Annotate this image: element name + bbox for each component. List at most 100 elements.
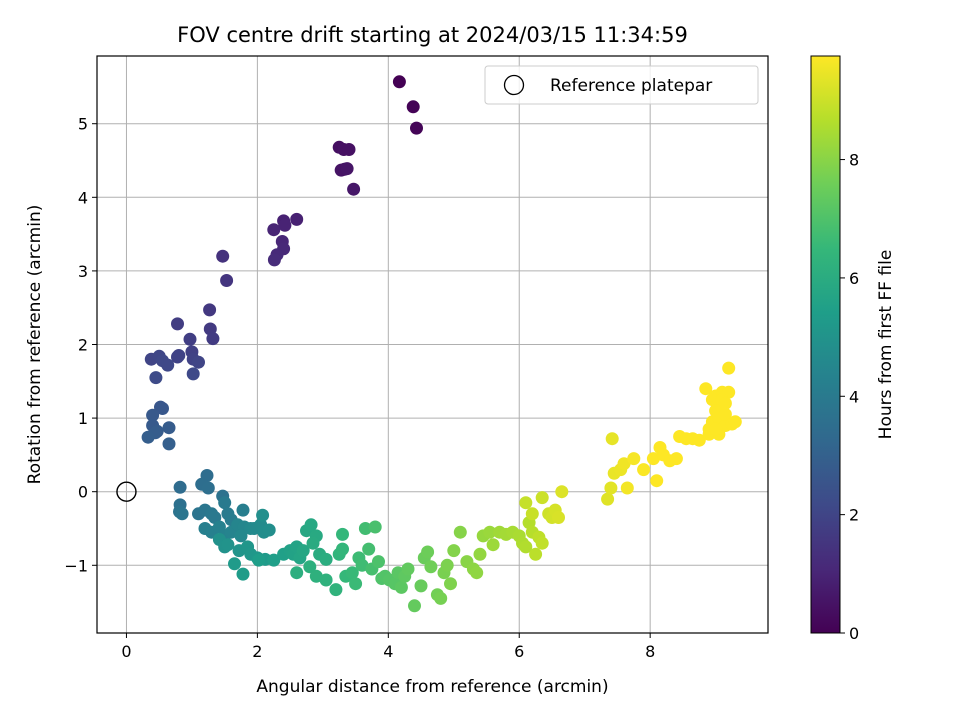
y-tick-label: 3 [78, 262, 88, 281]
data-point [175, 507, 189, 521]
data-point [221, 538, 235, 552]
data-point [718, 407, 732, 421]
data-point [162, 437, 176, 451]
data-point [408, 599, 421, 613]
data-point [552, 511, 565, 524]
data-point [149, 371, 163, 385]
data-point [440, 558, 454, 572]
data-point [290, 212, 304, 226]
data-point [444, 577, 457, 591]
data-point [650, 474, 664, 488]
data-point [529, 547, 543, 561]
data-point [692, 433, 706, 447]
colorbar-tick-label: 8 [849, 151, 859, 170]
x-axis-label: Angular distance from reference (arcmin) [256, 677, 608, 697]
data-point [358, 522, 372, 535]
data-point [206, 332, 220, 346]
y-tick-label: 5 [78, 115, 88, 134]
colorbar-ticks: 0 2 4 6 8 [840, 151, 859, 643]
data-point [309, 569, 323, 583]
data-point [192, 355, 205, 369]
x-tick-label: 8 [645, 642, 655, 661]
data-point [216, 249, 230, 263]
data-point [146, 408, 160, 422]
data-point [372, 555, 385, 569]
data-point [186, 367, 200, 381]
data-point [141, 430, 155, 444]
data-point [410, 121, 423, 135]
data-point [278, 218, 292, 232]
x-tick-label: 6 [514, 642, 524, 661]
data-point [637, 463, 651, 477]
data-point [203, 303, 217, 317]
data-point [162, 421, 176, 435]
data-point [355, 558, 369, 572]
x-tick-label: 2 [252, 642, 262, 661]
data-point [256, 508, 270, 522]
data-point [414, 579, 428, 593]
chart-title: FOV centre drift starting at 2024/03/15 … [177, 23, 688, 47]
data-point [447, 544, 461, 558]
data-point [303, 560, 317, 574]
data-point [473, 547, 487, 561]
data-point [252, 553, 266, 567]
data-point [342, 143, 356, 156]
data-point [218, 496, 232, 510]
data-point [486, 538, 500, 552]
colorbar-tick-label: 2 [849, 506, 859, 525]
data-point [319, 573, 333, 587]
data-point [406, 100, 420, 114]
data-point [401, 562, 415, 576]
legend-reference-marker [503, 74, 525, 96]
data-point [434, 591, 448, 605]
data-point [304, 518, 318, 532]
y-tick-label: −1 [64, 556, 88, 575]
data-point [519, 496, 533, 510]
data-point [267, 553, 281, 567]
data-point [336, 527, 349, 541]
x-tick-label: 4 [383, 642, 393, 661]
colorbar-label: Hours from first FF file [876, 250, 896, 440]
y-tick-label: 4 [78, 188, 88, 207]
legend-box [484, 65, 759, 105]
data-point [368, 520, 382, 534]
data-point [709, 422, 723, 436]
data-point [228, 557, 241, 571]
y-axis-ticks: −1 0 1 2 3 4 5 [64, 115, 97, 575]
data-point [201, 481, 215, 495]
data-point [728, 415, 742, 429]
colorbar [810, 55, 841, 634]
data-point [646, 452, 660, 466]
data-point [535, 491, 549, 505]
y-tick-label: 1 [78, 409, 88, 428]
y-axis-label: Rotation from reference (arcmin) [25, 205, 45, 485]
reference-marker-group [116, 481, 137, 502]
data-point [453, 525, 467, 539]
legend-label: Reference platepar [550, 76, 712, 96]
data-point [236, 503, 250, 517]
data-point [722, 361, 736, 375]
data-point [535, 536, 549, 550]
data-point [421, 545, 435, 559]
data-point [669, 452, 683, 466]
data-point [555, 485, 569, 499]
data-point [306, 536, 320, 550]
data-point [349, 577, 363, 591]
data-point [262, 523, 276, 537]
reference-platepar-marker [116, 481, 137, 502]
data-point [601, 492, 615, 506]
data-point [329, 583, 343, 597]
data-point [470, 566, 484, 580]
y-tick-label: 0 [78, 483, 88, 502]
data-point [236, 567, 250, 581]
data-point [699, 382, 713, 396]
colorbar-tick-label: 4 [849, 387, 859, 406]
data-point [267, 253, 281, 267]
data-point [183, 332, 197, 346]
data-point [161, 358, 175, 372]
grid [97, 56, 768, 633]
data-point [347, 182, 361, 196]
data-point [336, 542, 349, 556]
data-point [156, 402, 169, 415]
data-point [605, 432, 619, 446]
